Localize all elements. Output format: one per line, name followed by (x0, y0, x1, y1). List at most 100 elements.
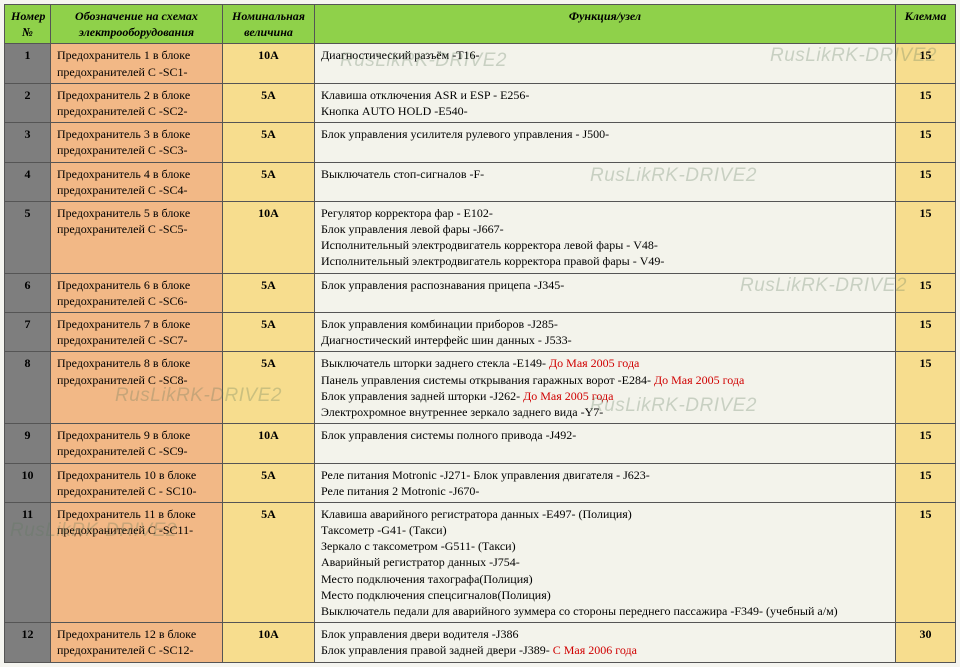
func-line: Диагностический интерфейс шин данных - J… (321, 333, 572, 347)
fuse-table: Номер № Обозначение на схемах электрообо… (4, 4, 956, 663)
func-line: Электрохромное внутреннее зеркало заднег… (321, 405, 603, 419)
func-line: Исполнительный электродвигатель корректо… (321, 254, 664, 268)
cell-num: 6 (5, 273, 51, 312)
cell-designation: Предохранитель 8 в блоке предохранителей… (51, 352, 223, 424)
func-line: Блок управления левой фары -J667- (321, 222, 504, 236)
cell-designation: Предохранитель 2 в блоке предохранителей… (51, 83, 223, 122)
cell-num: 2 (5, 83, 51, 122)
table-row: 4Предохранитель 4 в блоке предохранителе… (5, 162, 956, 201)
cell-function: Реле питания Motronic -J271- Блок управл… (315, 463, 896, 502)
func-line-highlight: До Мая 2005 года (654, 373, 744, 387)
func-line: Таксометр -G41- (Такси) (321, 523, 447, 537)
func-line: Клавиша отключения ASR и ESP - E256- (321, 88, 529, 102)
cell-nominal: 5A (223, 463, 315, 502)
cell-designation: Предохранитель 11 в блоке предохранителе… (51, 502, 223, 622)
cell-nominal: 5A (223, 313, 315, 352)
table-row: 6Предохранитель 6 в блоке предохранителе… (5, 273, 956, 312)
cell-function: Блок управления двери водителя -J386 Блок… (315, 623, 896, 662)
cell-terminal: 15 (896, 463, 956, 502)
func-line: Блок управления двери водителя -J386 (321, 627, 518, 641)
func-line: Блок управления правой задней двери -J38… (321, 643, 553, 657)
cell-nominal: 5A (223, 83, 315, 122)
func-line-highlight: С Мая 2006 года (553, 643, 637, 657)
cell-designation: Предохранитель 3 в блоке предохранителей… (51, 123, 223, 162)
cell-num: 12 (5, 623, 51, 662)
cell-num: 9 (5, 424, 51, 463)
cell-designation: Предохранитель 6 в блоке предохранителей… (51, 273, 223, 312)
cell-designation: Предохранитель 5 в блоке предохранителей… (51, 201, 223, 273)
cell-nominal: 5A (223, 352, 315, 424)
cell-function: Блок управления усилителя рулевого управ… (315, 123, 896, 162)
cell-num: 5 (5, 201, 51, 273)
table-row: 9Предохранитель 9 в блоке предохранителе… (5, 424, 956, 463)
header-row: Номер № Обозначение на схемах электрообо… (5, 5, 956, 44)
cell-function: Клавиша аварийного регистратора данных -… (315, 502, 896, 622)
cell-function: Выключатель стоп-сигналов -F- (315, 162, 896, 201)
func-line: Блок управления задней шторки -J262- (321, 389, 523, 403)
table-row: 2Предохранитель 2 в блоке предохранителе… (5, 83, 956, 122)
cell-num: 11 (5, 502, 51, 622)
table-row: 7Предохранитель 7 в блоке предохранителе… (5, 313, 956, 352)
func-line: Место подключения спецсигналов(Полиция) (321, 588, 551, 602)
cell-designation: Предохранитель 4 в блоке предохранителей… (51, 162, 223, 201)
cell-terminal: 15 (896, 83, 956, 122)
func-line: Панель управления системы открывания гар… (321, 373, 654, 387)
cell-num: 8 (5, 352, 51, 424)
cell-terminal: 15 (896, 273, 956, 312)
cell-terminal: 15 (896, 201, 956, 273)
cell-nominal: 5A (223, 162, 315, 201)
cell-nominal: 5A (223, 123, 315, 162)
cell-num: 7 (5, 313, 51, 352)
cell-function: Клавиша отключения ASR и ESP - E256- Кноп… (315, 83, 896, 122)
cell-function: Блок управления системы полного привода … (315, 424, 896, 463)
func-line: Выключатель стоп-сигналов -F- (321, 167, 484, 181)
table-row: 5Предохранитель 5 в блоке предохранителе… (5, 201, 956, 273)
func-line: Блок управления усилителя рулевого управ… (321, 127, 609, 141)
cell-nominal: 10A (223, 623, 315, 662)
cell-terminal: 15 (896, 162, 956, 201)
func-line: Выключатель педали для аварийного зуммер… (321, 604, 838, 618)
header-nom: Номинальная величина (223, 5, 315, 44)
func-line: Блок управления комбинации приборов -J28… (321, 317, 558, 331)
cell-designation: Предохранитель 1 в блоке предохранителей… (51, 44, 223, 83)
func-line: Блок управления системы полного привода … (321, 428, 576, 442)
func-line: Исполнительный электродвигатель корректо… (321, 238, 658, 252)
table-row: 3Предохранитель 3 в блоке предохранителе… (5, 123, 956, 162)
func-line: Выключатель шторки заднего стекла -E149- (321, 356, 549, 370)
table-row: 11Предохранитель 11 в блоке предохраните… (5, 502, 956, 622)
table-row: 1Предохранитель 1 в блоке предохранителе… (5, 44, 956, 83)
func-line: Регулятор корректора фар - E102- (321, 206, 493, 220)
func-line: Аварийный регистратор данных -J754- (321, 555, 520, 569)
cell-terminal: 15 (896, 352, 956, 424)
cell-num: 10 (5, 463, 51, 502)
table-row: 10Предохранитель 10 в блоке предохраните… (5, 463, 956, 502)
func-line: Кнопка AUTO HOLD -E540- (321, 104, 468, 118)
cell-nominal: 10A (223, 424, 315, 463)
cell-terminal: 30 (896, 623, 956, 662)
header-term: Клемма (896, 5, 956, 44)
cell-num: 4 (5, 162, 51, 201)
cell-function: Блок управления распознавания прицепа -J… (315, 273, 896, 312)
cell-function: Диагностический разъём -T16- (315, 44, 896, 83)
cell-function: Выключатель шторки заднего стекла -E149-… (315, 352, 896, 424)
cell-terminal: 15 (896, 313, 956, 352)
cell-num: 1 (5, 44, 51, 83)
cell-terminal: 15 (896, 123, 956, 162)
func-line: Реле питания Motronic -J271- Блок управл… (321, 468, 650, 482)
func-line-highlight: До Мая 2005 года (549, 356, 639, 370)
func-line-highlight: До Мая 2005 года (523, 389, 613, 403)
cell-nominal: 10A (223, 201, 315, 273)
cell-nominal: 10A (223, 44, 315, 83)
func-line: Реле питания 2 Motronic -J670- (321, 484, 479, 498)
cell-terminal: 15 (896, 44, 956, 83)
header-num: Номер № (5, 5, 51, 44)
header-desig: Обозначение на схемах электрооборудовани… (51, 5, 223, 44)
func-line: Блок управления распознавания прицепа -J… (321, 278, 564, 292)
cell-function: Блок управления комбинации приборов -J28… (315, 313, 896, 352)
cell-terminal: 15 (896, 424, 956, 463)
header-func: Функция/узел (315, 5, 896, 44)
cell-terminal: 15 (896, 502, 956, 622)
func-line: Диагностический разъём -T16- (321, 48, 480, 62)
cell-num: 3 (5, 123, 51, 162)
cell-designation: Предохранитель 10 в блоке предохранителе… (51, 463, 223, 502)
